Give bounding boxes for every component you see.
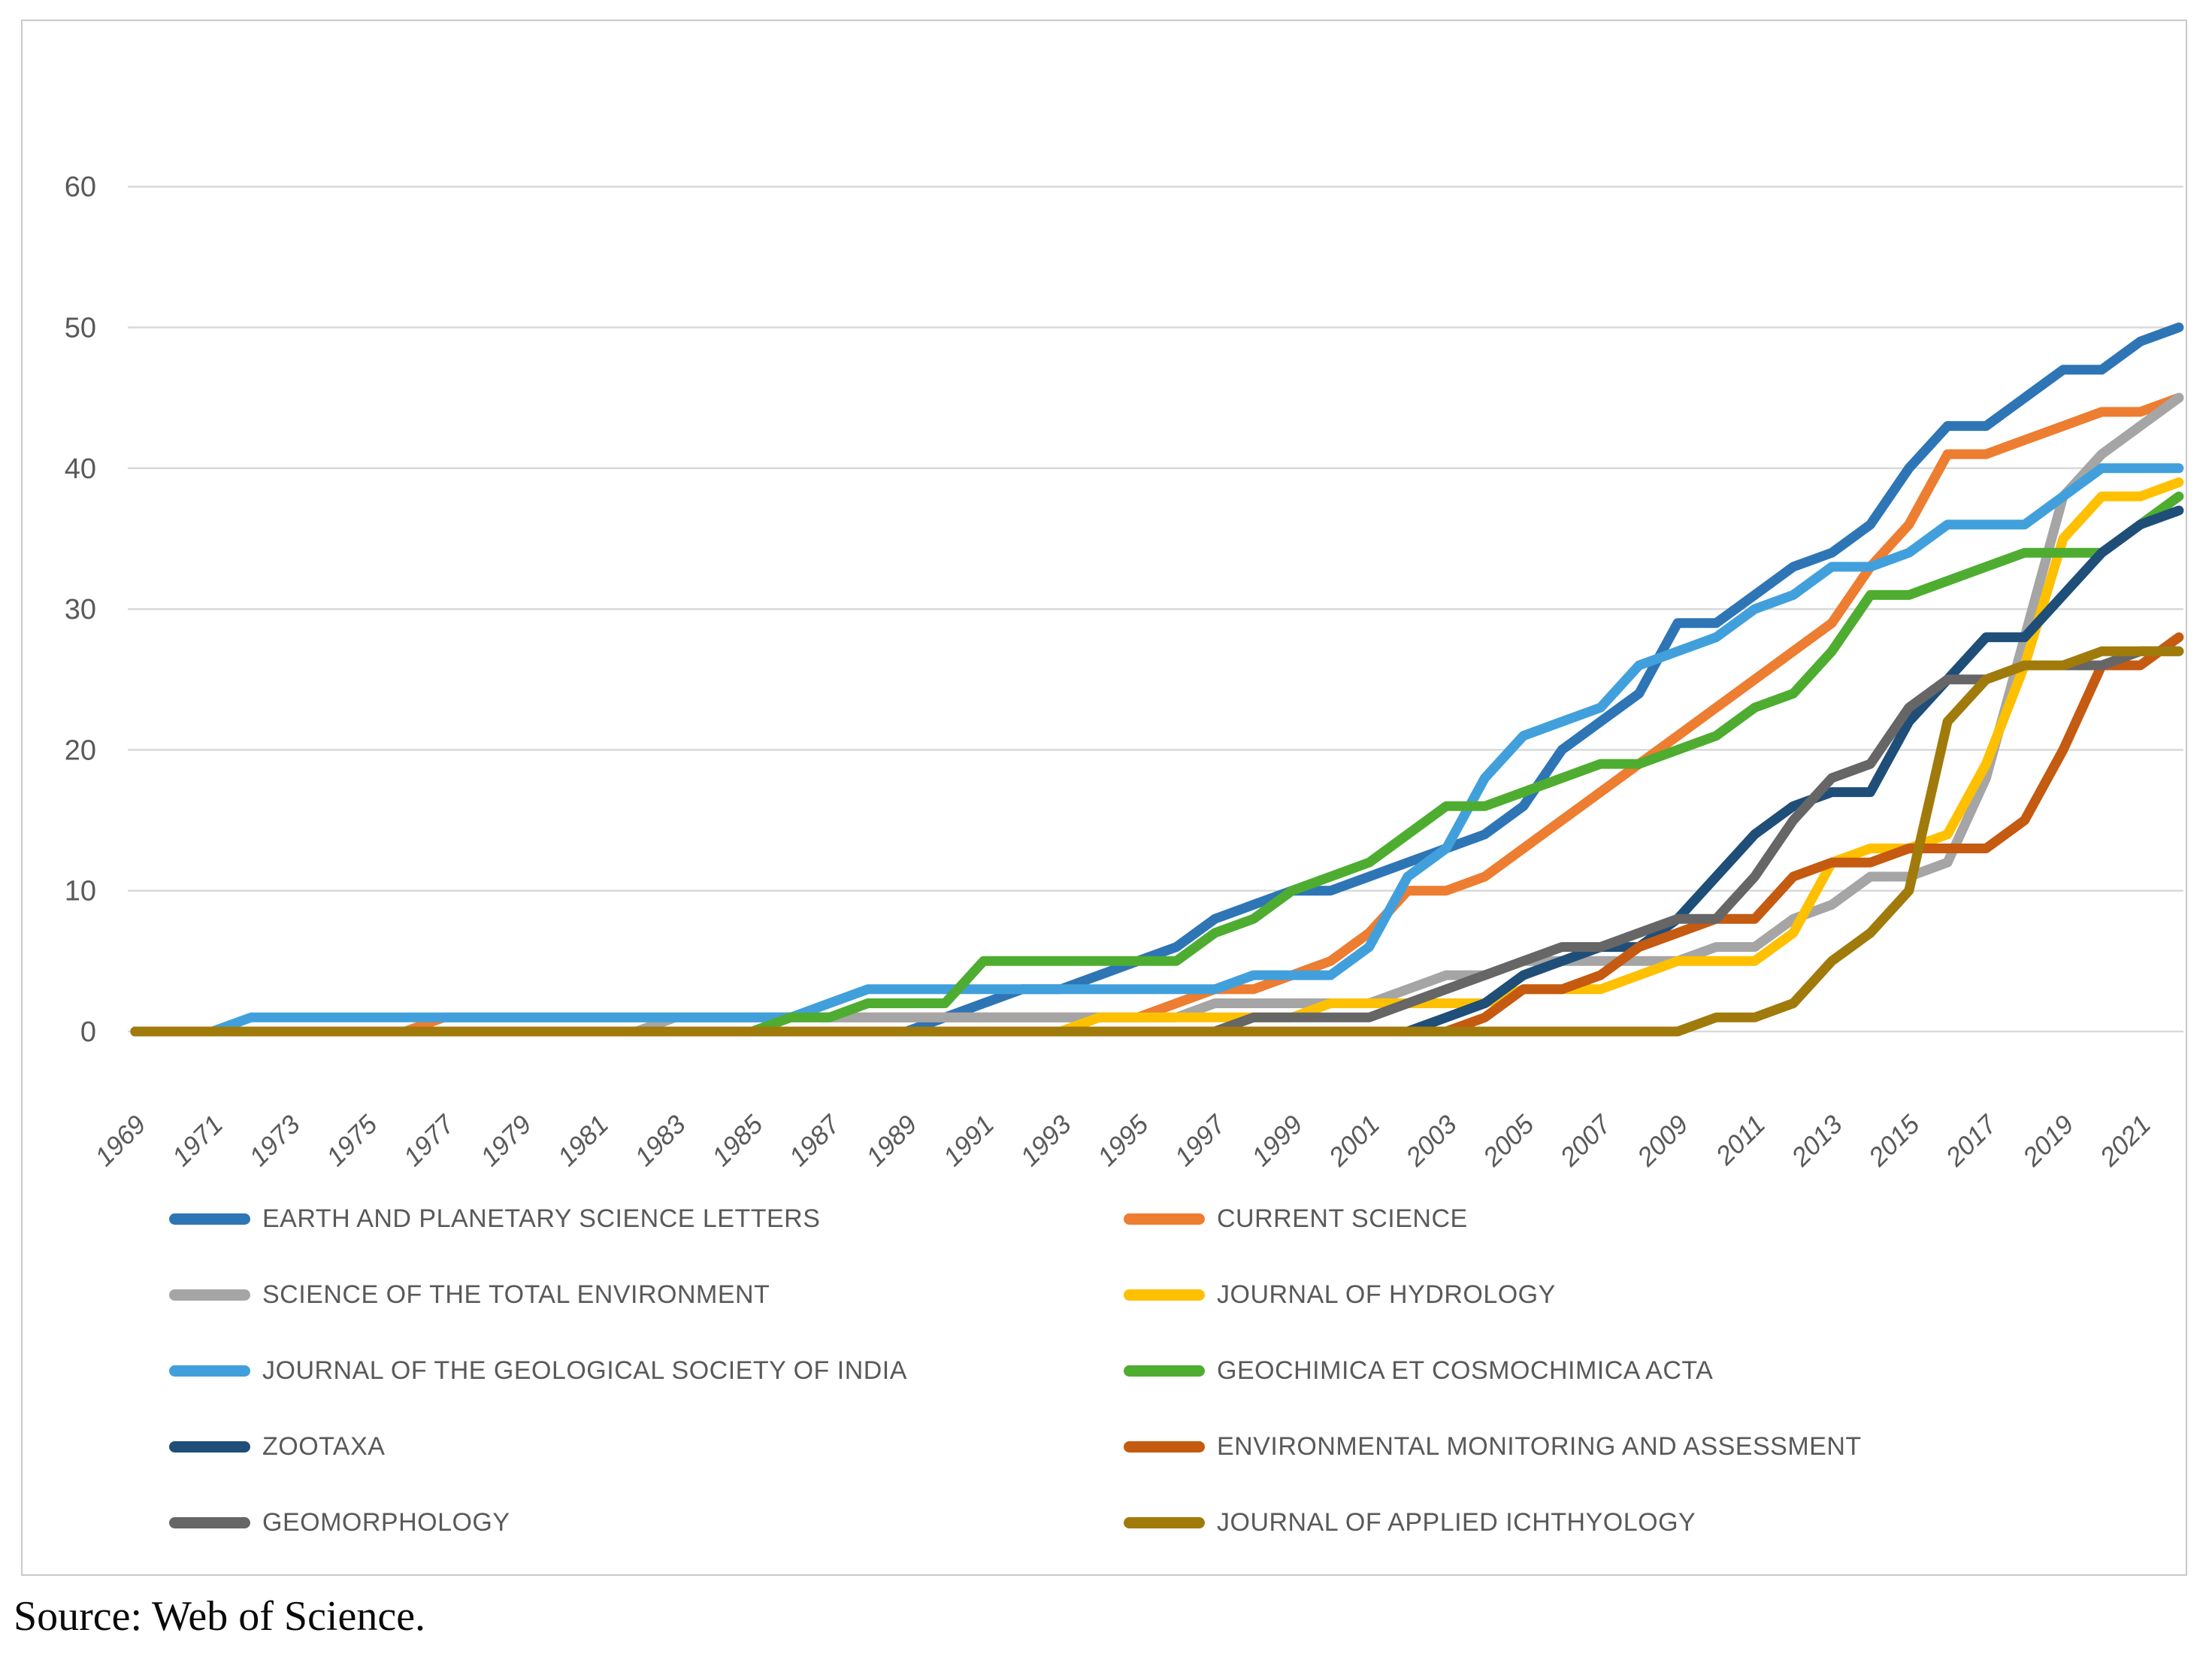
chart-legend: EARTH AND PLANETARY SCIENCE LETTERS CURRE… [169, 1181, 1862, 1561]
x-tick-label: 2013 [1786, 1110, 1849, 1173]
x-tick-label: 1993 [1015, 1110, 1077, 1172]
x-tick-label: 2005 [1477, 1110, 1540, 1173]
legend-item: JOURNAL OF APPLIED ICHTHYOLOGY [1124, 1508, 1862, 1537]
legend-label: CURRENT SCIENCE [1217, 1204, 1468, 1233]
x-tick-label: 2003 [1400, 1110, 1463, 1173]
legend-item: JOURNAL OF THE GEOLOGICAL SOCIETY OF IND… [169, 1356, 1124, 1386]
x-tick-label: 1999 [1246, 1110, 1309, 1172]
legend-label: JOURNAL OF HYDROLOGY [1217, 1280, 1556, 1309]
x-tick-label: 1987 [783, 1109, 846, 1172]
legend-swatch [169, 1441, 250, 1453]
series-line-journal-of-applied-ichthyology [130, 646, 2184, 1037]
x-tick-label: 1991 [938, 1110, 1000, 1172]
legend-label: JOURNAL OF APPLIED ICHTHYOLOGY [1217, 1508, 1696, 1537]
legend-swatch [169, 1213, 250, 1225]
x-tick-label: 1975 [321, 1110, 383, 1172]
x-tick-label: 2019 [2017, 1110, 2079, 1172]
legend-label: GEOCHIMICA ET COSMOCHIMICA ACTA [1217, 1356, 1714, 1385]
legend-label: SCIENCE OF THE TOTAL ENVIRONMENT [262, 1280, 770, 1309]
x-tick-label: 1979 [475, 1110, 537, 1172]
y-tick-label: 20 [65, 735, 96, 766]
x-tick-label: 1983 [629, 1110, 691, 1172]
legend-item: GEOMORPHOLOGY [169, 1508, 1124, 1537]
y-tick-label: 30 [65, 594, 96, 626]
legend-item: JOURNAL OF HYDROLOGY [1124, 1280, 1862, 1310]
legend-label: ZOOTAXA [262, 1432, 386, 1461]
x-tick-label: 1985 [707, 1110, 769, 1172]
y-tick-label: 40 [65, 453, 96, 485]
y-tick-label: 60 [65, 171, 96, 203]
x-tick-label: 1971 [167, 1110, 229, 1172]
series-line-journal-of-the-geological-society-of-india [130, 463, 2184, 1037]
x-tick-label: 1997 [1169, 1109, 1232, 1172]
x-tick-label: 1973 [244, 1110, 306, 1172]
x-tick-label: 1969 [89, 1110, 152, 1172]
legend-label: ENVIRONMENTAL MONITORING AND ASSESSMENT [1217, 1432, 1862, 1461]
x-tick-label: 2021 [2094, 1110, 2156, 1172]
legend-label: GEOMORPHOLOGY [262, 1508, 510, 1537]
legend-label: JOURNAL OF THE GEOLOGICAL SOCIETY OF IND… [262, 1356, 907, 1385]
x-tick-label: 1995 [1092, 1110, 1154, 1172]
x-tick-label: 2007 [1554, 1109, 1617, 1172]
x-tick-label: 1981 [552, 1110, 615, 1172]
legend-swatch [1124, 1517, 1205, 1528]
y-tick-label: 50 [65, 313, 96, 344]
y-tick-label: 0 [80, 1016, 96, 1048]
legend-swatch [1124, 1365, 1205, 1377]
legend-label: EARTH AND PLANETARY SCIENCE LETTERS [262, 1204, 821, 1233]
legend-item: ZOOTAXA [169, 1432, 1124, 1462]
x-tick-label: 2011 [1710, 1110, 1772, 1171]
legend-item: CURRENT SCIENCE [1124, 1204, 1862, 1234]
legend-swatch [169, 1289, 250, 1301]
x-tick-label: 1989 [861, 1110, 923, 1172]
series-line-environmental-monitoring-and-assessment [130, 632, 2184, 1037]
legend-item: SCIENCE OF THE TOTAL ENVIRONMENT [169, 1280, 1124, 1310]
legend-swatch [169, 1517, 250, 1528]
legend-item: EARTH AND PLANETARY SCIENCE LETTERS [169, 1204, 1124, 1234]
y-tick-label: 10 [65, 876, 96, 907]
x-tick-label: 1977 [398, 1109, 461, 1172]
x-tick-label: 2009 [1631, 1110, 1693, 1172]
legend-swatch [1124, 1441, 1205, 1453]
legend-item: ENVIRONMENTAL MONITORING AND ASSESSMENT [1124, 1432, 1862, 1462]
x-tick-label: 2015 [1862, 1110, 1926, 1173]
x-tick-label: 2001 [1323, 1110, 1385, 1172]
legend-swatch [1124, 1289, 1205, 1301]
legend-swatch [169, 1365, 250, 1377]
legend-item: GEOCHIMICA ET COSMOCHIMICA ACTA [1124, 1356, 1862, 1386]
legend-swatch [1124, 1213, 1205, 1225]
series-line-geomorphology [130, 646, 2184, 1037]
source-note: Source: Web of Science. [14, 1593, 426, 1640]
x-tick-label: 2017 [1940, 1109, 2003, 1172]
